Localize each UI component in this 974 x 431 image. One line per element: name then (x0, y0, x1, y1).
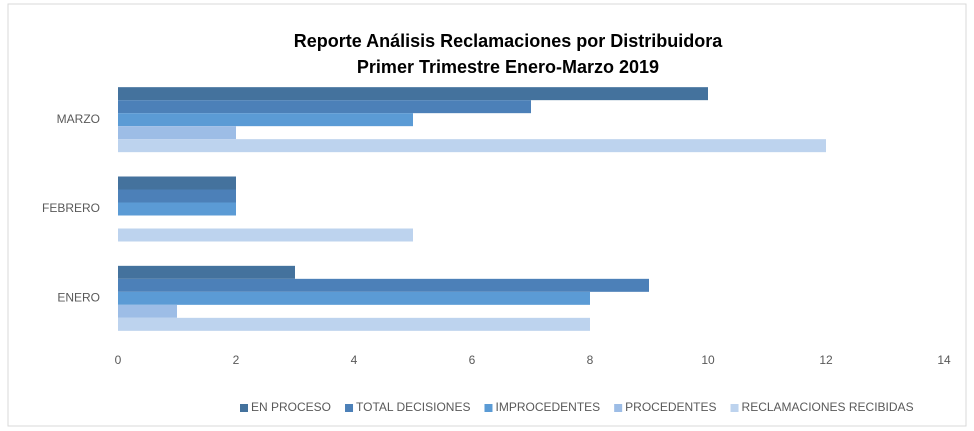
bar (118, 291, 590, 305)
y-tick-label: ENERO (57, 291, 100, 305)
bar (118, 113, 413, 127)
legend-swatch (484, 404, 493, 412)
bar (118, 139, 826, 153)
x-tick-label: 0 (115, 353, 122, 367)
y-tick-label: FEBRERO (42, 201, 100, 215)
bar (118, 176, 236, 190)
x-tick-label: 2 (233, 353, 240, 367)
x-tick-label: 8 (587, 353, 594, 367)
chart-title: Reporte Análisis Reclamaciones por Distr… (294, 31, 723, 51)
bar (118, 100, 531, 114)
x-tick-label: 12 (819, 353, 833, 367)
bar (118, 189, 236, 203)
legend-swatch (240, 404, 248, 412)
bar (118, 126, 236, 140)
chart-subtitle: Primer Trimestre Enero-Marzo 2019 (357, 57, 659, 77)
bar (118, 265, 295, 279)
legend-swatch (614, 404, 623, 412)
bar (118, 304, 177, 318)
x-tick-label: 4 (351, 353, 358, 367)
x-tick-label: 6 (469, 353, 476, 367)
x-tick-label: 14 (937, 353, 951, 367)
legend-label: TOTAL DECISIONES (356, 400, 470, 414)
x-tick-label: 10 (701, 353, 715, 367)
legend-swatch (345, 404, 354, 412)
bar (118, 228, 413, 242)
bar (118, 317, 590, 331)
legend-label: EN PROCESO (251, 400, 331, 414)
bar (118, 202, 236, 216)
legend-label: PROCEDENTES (625, 400, 716, 414)
bar (118, 278, 649, 292)
legend-label: IMPROCEDENTES (495, 400, 600, 414)
legend-swatch (730, 404, 739, 412)
y-tick-label: MARZO (57, 112, 100, 126)
legend-label: RECLAMACIONES RECIBIDAS (742, 400, 914, 414)
bar (118, 87, 708, 101)
